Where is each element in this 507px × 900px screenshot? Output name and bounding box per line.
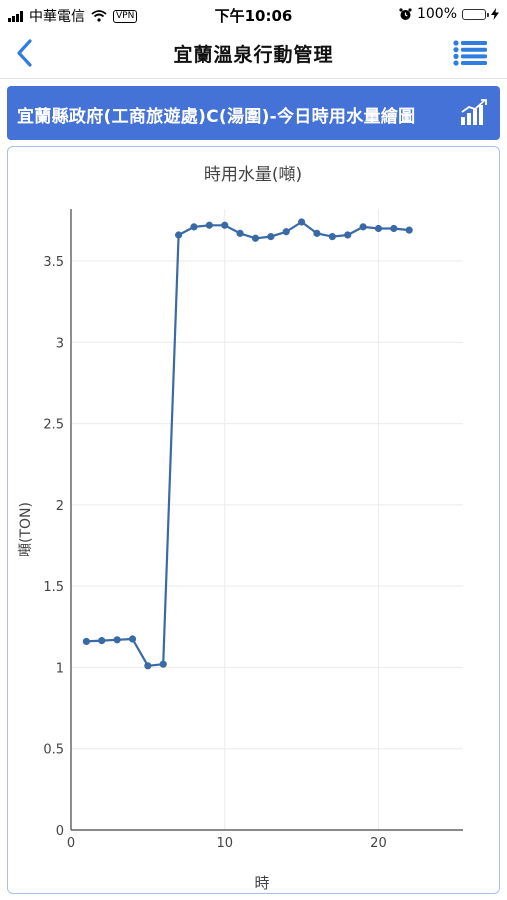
y-tick-label: 2.5: [43, 418, 64, 433]
y-tick-label: 3.5: [43, 255, 64, 270]
series-line: [86, 220, 410, 667]
x-tick-label: 0: [67, 836, 75, 851]
chart-title: 時用水量(噸): [204, 165, 302, 185]
data-point[interactable]: [205, 221, 213, 229]
line-chart: 0 0.5 1 1.5 2 2.5 3 3.5 0 10 20 時用水量(噸) 時 噸(TON): [18, 165, 463, 892]
data-point[interactable]: [221, 221, 229, 229]
y-tick-label: 0: [56, 824, 64, 839]
page-title: 宜蘭溫泉行動管理: [173, 44, 334, 66]
data-point[interactable]: [313, 229, 321, 237]
data-point[interactable]: [359, 223, 367, 231]
status-bar: 中華電信 VPN 下午10:06 100%: [0, 0, 507, 28]
x-axis-label: 時: [254, 874, 269, 892]
status-time: 下午10:06: [214, 7, 293, 25]
data-point[interactable]: [113, 636, 121, 644]
chevron-left-icon: [17, 39, 32, 67]
data-point[interactable]: [82, 637, 90, 646]
x-tick-label: 10: [216, 836, 233, 851]
status-right: 100%: [399, 6, 499, 22]
data-point[interactable]: [405, 226, 413, 234]
y-axis-label: 噸(TON): [18, 502, 34, 557]
data-point[interactable]: [128, 635, 137, 643]
data-point[interactable]: [282, 228, 290, 236]
back-button[interactable]: [10, 36, 40, 70]
data-point[interactable]: [328, 233, 336, 241]
wifi-icon: [91, 10, 107, 22]
alarm-icon: [399, 7, 412, 20]
data-point[interactable]: [267, 233, 275, 241]
status-left: 中華電信 VPN: [8, 6, 138, 26]
vpn-badge: VPN: [113, 9, 138, 23]
bar-chart-icon[interactable]: [460, 98, 488, 126]
data-point[interactable]: [344, 231, 352, 239]
battery-icon: [462, 8, 489, 20]
chart-header-banner: 宜蘭縣政府(工商旅遊處)C(湯圍)-今日時用水量繪圖: [7, 86, 500, 140]
data-point[interactable]: [390, 224, 398, 233]
banner-title: 宜蘭縣政府(工商旅遊處)C(湯圍)-今日時用水量繪圖: [17, 107, 416, 127]
y-tick-label: 1.5: [43, 580, 64, 595]
data-point[interactable]: [159, 660, 167, 668]
nav-bar: 宜蘭溫泉行動管理: [0, 28, 507, 79]
chart-card: 0 0.5 1 1.5 2 2.5 3 3.5 0 10 20 時用水量(噸) 時 噸(TON): [7, 146, 500, 894]
data-point[interactable]: [236, 229, 244, 237]
data-point[interactable]: [297, 218, 306, 226]
data-point[interactable]: [190, 223, 198, 231]
data-point[interactable]: [251, 234, 260, 242]
data-point[interactable]: [98, 637, 106, 645]
data-point[interactable]: [175, 231, 183, 239]
charging-icon: [491, 8, 499, 20]
data-point[interactable]: [374, 224, 383, 233]
data-point[interactable]: [144, 662, 152, 670]
battery-percent: 100%: [416, 6, 457, 22]
signal-icon: [8, 10, 23, 22]
list-menu-icon: [453, 40, 487, 66]
menu-button[interactable]: [453, 40, 487, 66]
x-tick-label: 20: [370, 836, 387, 851]
y-tick-label: 0.5: [43, 743, 64, 758]
carrier-label: 中華電信: [29, 9, 85, 25]
y-tick-label: 1: [56, 661, 64, 676]
y-tick-label: 2: [56, 499, 64, 514]
y-tick-label: 3: [56, 336, 64, 351]
